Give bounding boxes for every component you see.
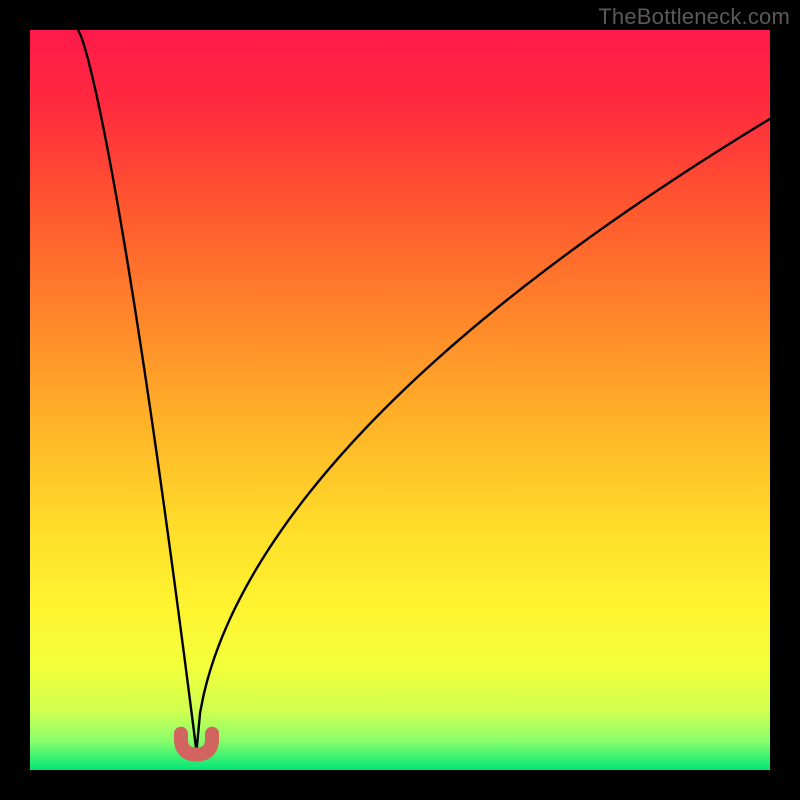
plot-background <box>30 30 770 770</box>
chart-svg <box>0 0 800 800</box>
watermark-text: TheBottleneck.com <box>598 4 790 30</box>
bottleneck-chart: TheBottleneck.com <box>0 0 800 800</box>
